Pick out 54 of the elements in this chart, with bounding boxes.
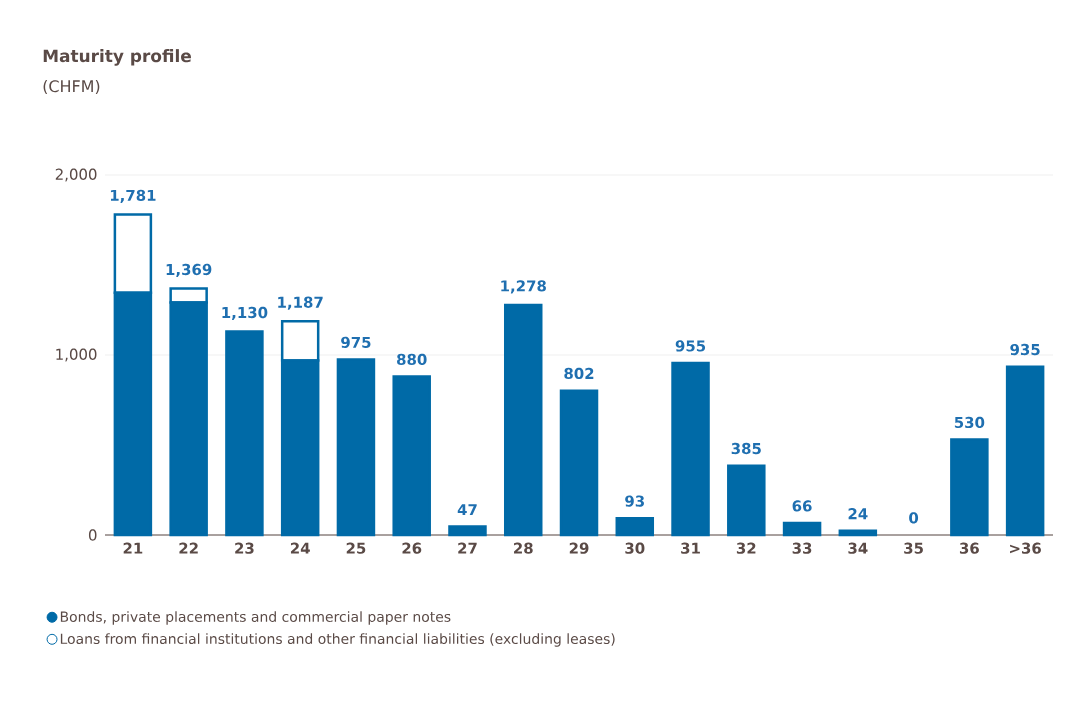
legend-label: Bonds, private placements and commercial paper notes bbox=[60, 611, 451, 625]
bar bbox=[615, 517, 655, 537]
total-label: 1,278 bbox=[501, 280, 546, 294]
total-label: 802 bbox=[564, 367, 594, 380]
bar bbox=[225, 330, 264, 537]
bar bbox=[950, 438, 989, 537]
legend-label: Loans from financial institutions and other financial liabilities (excluding leases) bbox=[60, 633, 615, 647]
x-tick-label: 24 bbox=[290, 542, 310, 554]
x-tick-label: 26 bbox=[402, 542, 422, 554]
x-tick-label: 31 bbox=[681, 542, 700, 554]
x-tick-label: 28 bbox=[514, 542, 533, 554]
bar bbox=[448, 525, 487, 537]
total-label: 1,781 bbox=[110, 189, 156, 203]
total-label: 975 bbox=[341, 336, 371, 348]
x-tick-label: 35 bbox=[904, 542, 923, 554]
total-label: 66 bbox=[792, 500, 812, 512]
total-label: 1,130 bbox=[222, 306, 268, 321]
x-tick-label: 34 bbox=[848, 542, 868, 554]
x-tick-label: 33 bbox=[792, 542, 812, 554]
bar bbox=[336, 358, 376, 537]
total-label: 0 bbox=[909, 512, 919, 524]
x-tick-label: 23 bbox=[235, 542, 254, 554]
bar bbox=[838, 529, 878, 537]
total-label: 24 bbox=[848, 508, 868, 520]
total-label: 93 bbox=[625, 495, 644, 507]
x-tick-label: 32 bbox=[736, 542, 756, 554]
x-tick-label: 29 bbox=[569, 542, 589, 554]
bar bbox=[671, 361, 710, 537]
bar bbox=[782, 521, 822, 537]
chart-title: Maturity profile bbox=[43, 49, 191, 66]
total-label: 1,187 bbox=[278, 296, 323, 310]
bar bbox=[559, 389, 599, 537]
total-label: 935 bbox=[1010, 343, 1040, 356]
x-tick-label: 25 bbox=[346, 542, 366, 554]
y-tick-label: 1,000 bbox=[56, 348, 97, 362]
bar bbox=[1005, 365, 1045, 537]
total-label: 530 bbox=[954, 416, 985, 429]
x-tick-label: 21 bbox=[123, 542, 143, 554]
bar bbox=[727, 464, 766, 537]
bar bbox=[392, 375, 431, 537]
x-tick-label: 36 bbox=[959, 542, 979, 554]
x-tick-label: >36 bbox=[1010, 542, 1041, 554]
y-tick-label: 2,000 bbox=[55, 168, 97, 182]
x-tick-label: 27 bbox=[458, 542, 477, 554]
total-label: 880 bbox=[397, 353, 427, 366]
total-label: 385 bbox=[731, 442, 761, 455]
total-label: 47 bbox=[457, 504, 477, 516]
x-tick-label: 22 bbox=[179, 542, 198, 554]
total-label: 955 bbox=[675, 340, 706, 352]
chart-subtitle: (CHFM) bbox=[43, 79, 100, 95]
x-tick-label: 30 bbox=[625, 542, 645, 554]
bar bbox=[503, 303, 543, 537]
total-label: 1,369 bbox=[166, 263, 212, 278]
y-tick-label: 0 bbox=[88, 529, 97, 541]
